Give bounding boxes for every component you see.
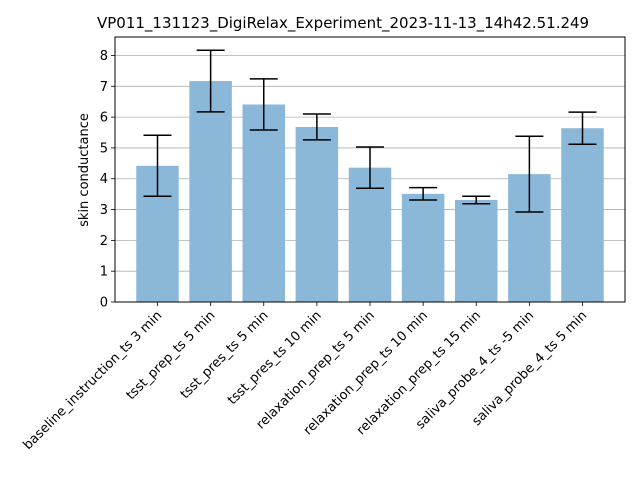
bar xyxy=(561,128,604,302)
bar xyxy=(295,126,339,302)
bar xyxy=(189,81,232,302)
y-tick-labels: 0 1 2 3 4 5 6 7 8 xyxy=(100,49,108,311)
y-tick-label: 7 xyxy=(100,80,108,95)
axes xyxy=(111,36,626,306)
y-tick-label: 1 xyxy=(100,265,108,280)
bar xyxy=(242,104,285,302)
bar xyxy=(401,193,445,302)
y-tick-label: 4 xyxy=(100,172,108,187)
bar xyxy=(348,167,392,302)
x-tick-label: tsst_prep_ts 5 min xyxy=(124,308,219,403)
bar xyxy=(455,200,498,302)
y-tick-label: 6 xyxy=(100,111,108,126)
y-tick-label: 2 xyxy=(100,234,108,249)
bars xyxy=(136,81,604,302)
y-tick-label: 5 xyxy=(100,141,108,156)
error-bars xyxy=(143,49,597,213)
plot-frame xyxy=(114,36,626,303)
x-tick-label: saliva_probe_4_ts 5 min xyxy=(470,308,591,429)
y-tick-label: 0 xyxy=(100,296,108,311)
x-tick-label: tsst_pres_ts 10 min xyxy=(225,308,325,408)
x-tick-label: tsst_pres_ts 5 min xyxy=(178,308,272,402)
chart-title: VP011_131123_DigiRelax_Experiment_2023-1… xyxy=(97,14,589,33)
y-tick-label: 8 xyxy=(100,49,108,64)
y-tick-label: 3 xyxy=(100,203,108,218)
y-axis-label: skin conductance xyxy=(77,113,92,227)
x-tick-labels: baseline_instruction_ts 3 mintsst_prep_t… xyxy=(21,308,591,453)
